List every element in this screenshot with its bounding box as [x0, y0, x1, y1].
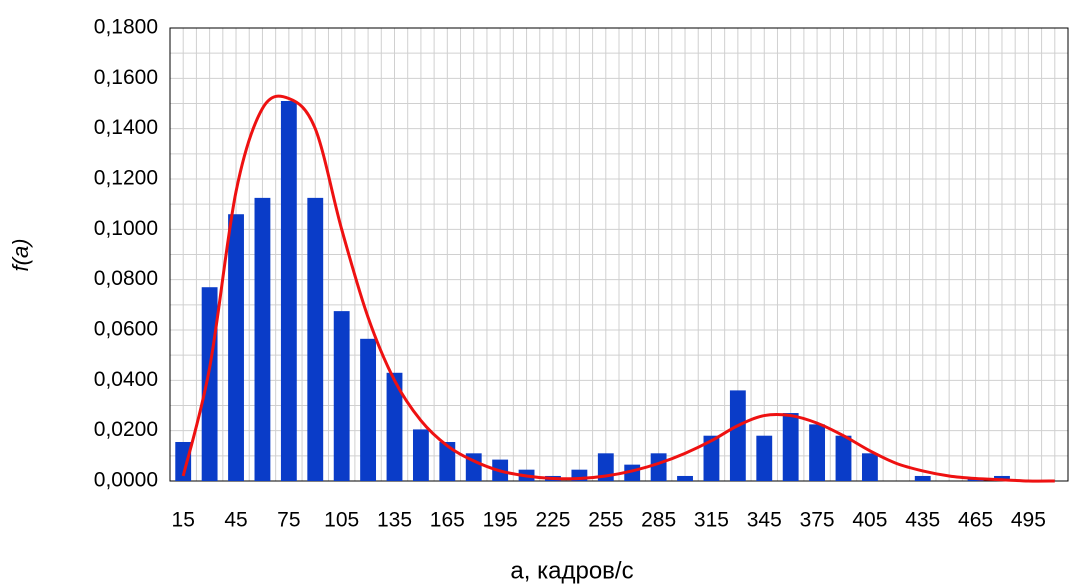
- bar: [650, 453, 667, 481]
- y-tick-label: 0,0000: [94, 469, 158, 492]
- fit-curve: [181, 94, 1055, 483]
- x-axis-title: a, кадров/с: [510, 557, 633, 584]
- x-tick-label: 495: [1011, 509, 1046, 532]
- x-tick-label: 435: [905, 509, 940, 532]
- x-tick-label: 255: [588, 509, 623, 532]
- bar: [782, 413, 799, 481]
- x-tick-label: 75: [277, 509, 300, 532]
- bar: [412, 429, 429, 481]
- bar: [809, 424, 826, 481]
- x-tick-label: 405: [852, 509, 887, 532]
- bar: [307, 197, 324, 481]
- y-tick-label: 0,0800: [94, 267, 158, 290]
- bar: [201, 287, 218, 481]
- bar: [677, 475, 693, 481]
- x-tick-label: 375: [800, 509, 835, 532]
- y-tick-label: 0,0400: [94, 368, 158, 391]
- bar: [333, 311, 350, 481]
- y-tick-label: 0,1800: [94, 16, 158, 39]
- x-tick-label: 45: [224, 509, 247, 532]
- x-tick-label: 465: [958, 509, 993, 532]
- bar: [360, 338, 377, 481]
- y-tick-label: 0,0600: [94, 318, 158, 341]
- y-tick-label: 0,0200: [94, 418, 158, 441]
- y-tick-label: 0,1400: [94, 116, 158, 139]
- bar: [571, 469, 588, 481]
- bar: [439, 441, 456, 481]
- bar: [861, 453, 878, 481]
- x-tick-label: 345: [747, 509, 782, 532]
- plot-border: [169, 27, 1069, 482]
- bar: [386, 372, 403, 481]
- bar: [729, 390, 746, 481]
- x-tick-label: 165: [430, 509, 465, 532]
- bar: [756, 435, 773, 481]
- x-tick-label: 285: [641, 509, 676, 532]
- x-tick-label: 225: [535, 509, 570, 532]
- y-tick-label: 0,1200: [94, 167, 158, 190]
- x-tick-label: 105: [324, 509, 359, 532]
- y-tick-label: 0,1600: [94, 66, 158, 89]
- bar: [703, 435, 720, 481]
- y-tick-label: 0,1000: [94, 217, 158, 240]
- bar: [835, 435, 852, 481]
- bar: [254, 197, 271, 481]
- x-tick-label: 135: [377, 509, 412, 532]
- x-tick-label: 15: [172, 509, 195, 532]
- y-axis-title: f(a): [8, 239, 33, 272]
- x-tick-label: 195: [483, 509, 518, 532]
- x-tick-label: 315: [694, 509, 729, 532]
- bar: [914, 475, 931, 481]
- bar: [175, 441, 192, 481]
- bar: [228, 214, 244, 481]
- bar: [280, 100, 297, 481]
